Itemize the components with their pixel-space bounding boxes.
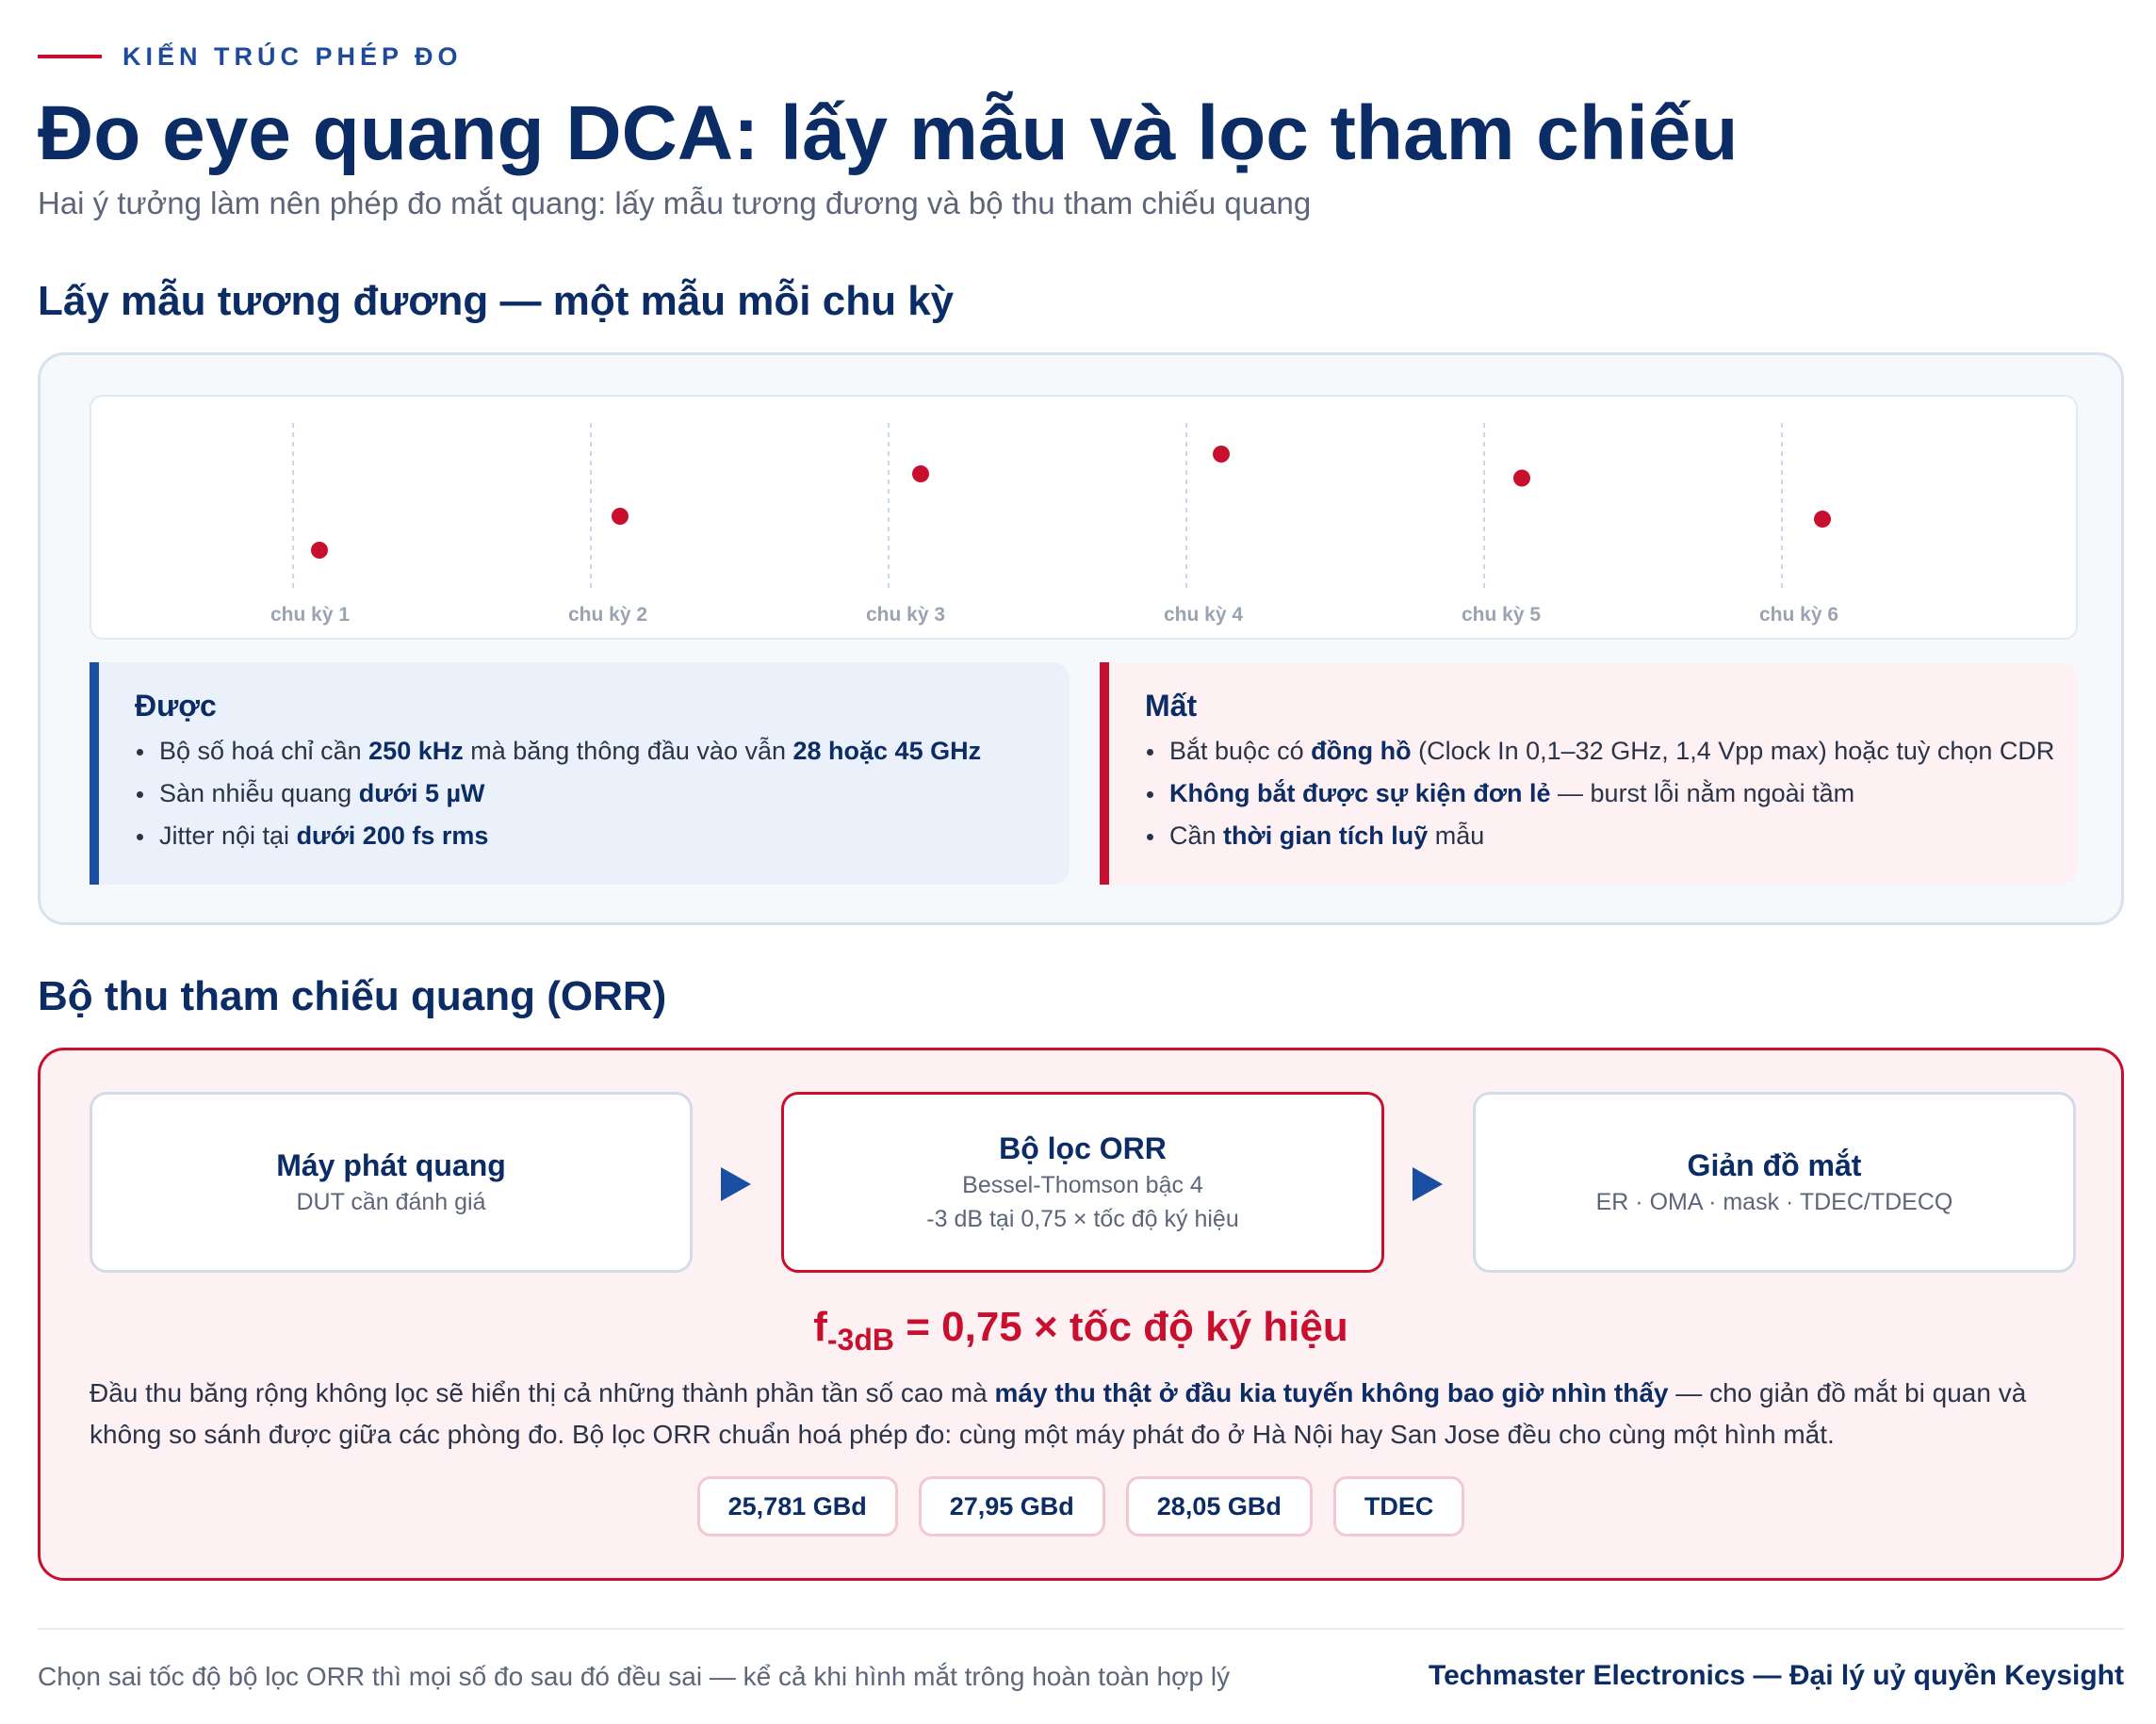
formula-symbol: f — [813, 1304, 827, 1350]
flow-box-subtitle: DUT cần đánh giá — [296, 1189, 486, 1215]
gain-item-highlight: dưới 5 µW — [358, 779, 485, 807]
loss-item-text: — burst lỗi nằm ngoài tầm — [1550, 779, 1855, 807]
loss-item: Không bắt được sự kiện đơn lẻ — burst lỗ… — [1145, 773, 2078, 815]
loss-card-title: Mất — [1145, 689, 1198, 723]
gain-card-title: Được — [135, 689, 217, 723]
orr-panel: Máy phát quang DUT cần đánh giá Bộ lọc O… — [38, 1048, 2124, 1581]
loss-item-text: Bắt buộc có — [1169, 737, 1312, 765]
flow-box-eye-diagram: Giản đồ mắt ER · OMA · mask · TDEC/TDECQ — [1473, 1092, 2076, 1273]
gain-item: Sàn nhiễu quang dưới 5 µW — [135, 773, 1070, 815]
section-heading-sampling: Lấy mẫu tương đương — một mẫu mỗi chu kỳ — [38, 278, 955, 324]
sampling-chart-svg: chu kỳ 1 chu kỳ 2 chu kỳ 3 chu kỳ 4 chu kỳ 5… — [270, 423, 1838, 626]
chip-symbol-rate: 27,95 GBd — [918, 1476, 1105, 1537]
arrow-right-icon — [1413, 1167, 1443, 1201]
loss-item: Bắt buộc có đồng hồ (Clock In 0,1–32 GHz… — [1145, 730, 2078, 773]
gain-item-highlight: dưới 200 fs rms — [296, 821, 489, 850]
gain-item-text: Sàn nhiễu quang — [159, 779, 359, 807]
loss-item-text: (Clock In 0,1–32 GHz, 1,4 Vpp max) hoặc … — [1411, 737, 2055, 765]
orr-formula: f-3dB = 0,75 × tốc độ ký hiệu — [41, 1301, 2121, 1366]
flow-box-subtitle: Bessel-Thomson bậc 4 — [962, 1172, 1203, 1198]
flow-box-subtitle: ER · OMA · mask · TDEC/TDECQ — [1595, 1189, 1953, 1215]
loss-card: Mất Bắt buộc có đồng hồ (Clock In 0,1–32… — [1100, 662, 2078, 885]
flow-box-title: Giản đồ mắt — [1687, 1148, 1862, 1182]
footer-note: Chọn sai tốc độ bộ lọc ORR thì mọi số đo… — [38, 1662, 1231, 1691]
page-title: Đo eye quang DCA: lấy mẫu và lọc tham ch… — [38, 90, 1739, 176]
cycle-label: chu kỳ 5 — [1462, 604, 1541, 626]
gain-list: Bộ số hoá chỉ cần 250 kHz mà băng thông … — [135, 730, 1070, 857]
flow-box-title: Bộ lọc ORR — [999, 1131, 1167, 1165]
gain-item-text: mà băng thông đầu vào vẫn — [463, 737, 793, 765]
section-heading-orr: Bộ thu tham chiếu quang (ORR) — [38, 973, 667, 1019]
chip-tdec: TDEC — [1332, 1476, 1465, 1537]
formula-expression: = 0,75 × tốc độ ký hiệu — [894, 1304, 1348, 1350]
eyebrow-accent-line — [38, 55, 102, 58]
sample-point — [612, 508, 629, 525]
symbol-rate-chips: 25,781 GBd 27,95 GBd 28,05 GBd TDEC — [41, 1476, 2121, 1537]
eyebrow-text: KIẾN TRÚC PHÉP ĐO — [122, 41, 463, 71]
chip-symbol-rate: 25,781 GBd — [696, 1476, 898, 1537]
loss-item-highlight: Không bắt được sự kiện đơn lẻ — [1169, 779, 1551, 807]
loss-item-text: Cần — [1169, 821, 1224, 850]
loss-item-text: mẫu — [1428, 821, 1485, 850]
flow-box-orr-filter: Bộ lọc ORR Bessel-Thomson bậc 4 -3 dB tạ… — [781, 1092, 1384, 1273]
cycle-label: chu kỳ 4 — [1164, 604, 1243, 626]
sampling-chart: chu kỳ 1 chu kỳ 2 chu kỳ 3 chu kỳ 4 chu kỳ 5… — [90, 395, 2078, 640]
loss-item-highlight: đồng hồ — [1311, 737, 1412, 765]
gain-item: Jitter nội tại dưới 200 fs rms — [135, 815, 1070, 857]
explanation-text: — cho giản đồ mắt bi quan và không so sá… — [90, 1378, 2027, 1449]
gain-item-highlight: 28 hoặc 45 GHz — [792, 737, 982, 765]
sample-point — [1213, 446, 1230, 463]
loss-item: Cần thời gian tích luỹ mẫu — [1145, 815, 2078, 857]
sampling-panel: chu kỳ 1 chu kỳ 2 chu kỳ 3 chu kỳ 4 chu kỳ 5… — [38, 352, 2124, 925]
cycle-label: chu kỳ 2 — [568, 604, 647, 626]
cycle-label: chu kỳ 1 — [270, 604, 350, 626]
explanation-text: Đầu thu băng rộng không lọc sẽ hiển thị … — [90, 1378, 995, 1407]
page-subtitle: Hai ý tưởng làm nên phép đo mắt quang: l… — [38, 186, 1312, 220]
arrow-right-icon — [721, 1167, 751, 1201]
explanation-highlight: máy thu thật ở đầu kia tuyến không bao g… — [994, 1378, 1669, 1407]
orr-explanation: Đầu thu băng rộng không lọc sẽ hiển thị … — [90, 1373, 2078, 1456]
cycle-label: chu kỳ 3 — [866, 604, 945, 626]
gain-item-text: Bộ số hoá chỉ cần — [159, 737, 369, 765]
chip-symbol-rate: 28,05 GBd — [1125, 1476, 1313, 1537]
gain-card: Được Bộ số hoá chỉ cần 250 kHz mà băng t… — [90, 662, 1070, 885]
footer-divider — [38, 1628, 2124, 1630]
loss-item-highlight: thời gian tích luỹ — [1223, 821, 1429, 850]
flow-box-title: Máy phát quang — [276, 1148, 506, 1182]
cycle-label: chu kỳ 6 — [1759, 604, 1838, 626]
loss-list: Bắt buộc có đồng hồ (Clock In 0,1–32 GHz… — [1145, 730, 2078, 857]
flow-box-subtitle: -3 dB tại 0,75 × tốc độ ký hiệu — [926, 1206, 1239, 1232]
gain-item: Bộ số hoá chỉ cần 250 kHz mà băng thông … — [135, 730, 1070, 773]
sample-point — [1513, 469, 1530, 487]
formula-subscript: -3dB — [826, 1323, 894, 1357]
gain-item-highlight: 250 kHz — [368, 737, 464, 765]
sample-point — [1814, 511, 1831, 528]
eyebrow: KIẾN TRÚC PHÉP ĐO — [38, 41, 463, 72]
footer-brand: Techmaster Electronics — Đại lý uỷ quyền… — [1428, 1660, 2124, 1691]
gain-item-text: Jitter nội tại — [159, 821, 297, 850]
flow-box-transmitter: Máy phát quang DUT cần đánh giá — [90, 1092, 693, 1273]
sample-point — [912, 465, 929, 482]
sample-point — [311, 542, 328, 559]
